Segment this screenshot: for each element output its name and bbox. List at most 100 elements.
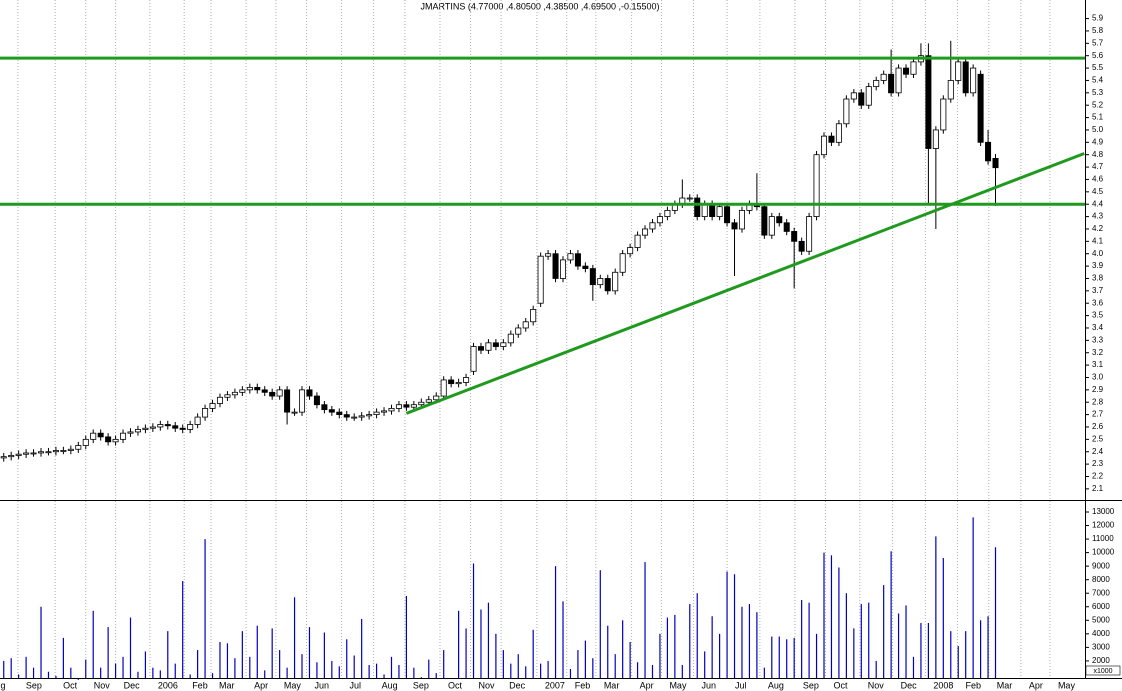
candle-body xyxy=(351,416,358,419)
candle-body xyxy=(470,346,477,372)
x-tick-label: May xyxy=(284,680,302,690)
candle-body xyxy=(306,389,313,397)
y-tick-label: 5.4 xyxy=(1092,76,1104,85)
candle-body xyxy=(537,255,544,304)
x-tick-label: Nov xyxy=(94,680,111,690)
x-tick-label: Nov xyxy=(868,680,885,690)
candle-body xyxy=(381,410,388,413)
y-tick-label: 5.0 xyxy=(1092,125,1104,134)
volume-tick-label: 7000 xyxy=(1092,588,1110,597)
candle-body xyxy=(724,206,731,224)
candle-body xyxy=(67,448,74,451)
candle-body xyxy=(120,432,127,440)
candle-body xyxy=(112,438,119,443)
x-tick-label: Jun xyxy=(702,680,717,690)
y-tick-label: 4.6 xyxy=(1092,175,1104,184)
volume-tick-label: 6000 xyxy=(1092,602,1110,611)
candle-body xyxy=(209,403,216,409)
x-tick-label: Oct xyxy=(448,680,463,690)
candle-body xyxy=(582,265,589,269)
volume-tick-label: 9000 xyxy=(1092,561,1110,570)
candle-body xyxy=(813,154,820,217)
candle-body xyxy=(850,92,857,100)
x-tick-label: Nov xyxy=(479,680,496,690)
y-tick-label: 2.9 xyxy=(1092,385,1104,394)
candle-body xyxy=(783,222,790,232)
candle-body xyxy=(269,391,276,397)
y-tick-label: 3.9 xyxy=(1092,261,1104,270)
y-tick-label: 5.9 xyxy=(1092,14,1104,23)
y-tick-label: 4.8 xyxy=(1092,150,1104,159)
volume-tick-label: 4000 xyxy=(1092,629,1110,638)
candle-body xyxy=(224,394,231,398)
x-tick-label: Sep xyxy=(26,680,42,690)
volume-tick-label: 8000 xyxy=(1092,575,1110,584)
candle-body xyxy=(686,197,693,200)
y-tick-label: 3.4 xyxy=(1092,323,1104,332)
candle-body xyxy=(776,216,783,224)
y-tick-label: 3.1 xyxy=(1092,360,1104,369)
candle-body xyxy=(888,73,895,94)
x-tick-label: Aug xyxy=(382,680,398,690)
x-tick-label: g xyxy=(1,680,6,690)
candle-body xyxy=(343,414,350,418)
candle-body xyxy=(485,342,492,351)
x-tick-label: Oct xyxy=(63,680,78,690)
candle-body xyxy=(403,404,410,408)
candle-body xyxy=(8,455,15,458)
candle-body xyxy=(985,141,992,162)
candle-body xyxy=(358,415,365,418)
candle-body xyxy=(142,427,149,430)
candle-body xyxy=(731,222,738,230)
y-tick-label: 2.7 xyxy=(1092,410,1104,419)
x-tick-label: Sep xyxy=(803,680,819,690)
candle-body xyxy=(194,416,201,425)
y-tick-label: 5.6 xyxy=(1092,51,1104,60)
x-tick-label: Aug xyxy=(768,680,784,690)
candle-body xyxy=(23,452,30,455)
y-tick-label: 2.8 xyxy=(1092,397,1104,406)
candle-body xyxy=(791,231,798,242)
unit-box xyxy=(1085,665,1121,676)
candle-body xyxy=(448,379,455,385)
candle-body xyxy=(970,67,977,94)
x-tick-label: Jul xyxy=(735,680,747,690)
candle-body xyxy=(664,209,671,217)
x-tick-label: Mar xyxy=(604,680,620,690)
candle-body xyxy=(455,382,462,385)
x-tick-label: Apr xyxy=(640,680,654,690)
x-tick-label: Apr xyxy=(254,680,268,690)
y-tick-label: 5.3 xyxy=(1092,88,1104,97)
y-tick-label: 5.5 xyxy=(1092,63,1104,72)
volume-tick-label: 11000 xyxy=(1092,534,1114,543)
candle-body xyxy=(873,80,880,88)
candle-body xyxy=(530,309,537,323)
candle-body xyxy=(940,98,947,131)
y-tick-label: 5.8 xyxy=(1092,26,1104,35)
candle-body xyxy=(149,426,156,429)
candle-body xyxy=(38,451,45,454)
y-tick-label: 4.2 xyxy=(1092,224,1104,233)
x-tick-label: Feb xyxy=(192,680,208,690)
candle-body xyxy=(82,438,89,446)
candle-body xyxy=(597,278,604,286)
candle-body xyxy=(52,450,59,453)
candle-body xyxy=(254,386,261,391)
x-tick-label: 2008 xyxy=(933,680,953,690)
candle-body xyxy=(291,411,298,414)
y-tick-label: 3.7 xyxy=(1092,286,1104,295)
volume-unit-label: x1000 xyxy=(1093,668,1112,675)
candle-body xyxy=(440,379,447,397)
x-tick-label: 2007 xyxy=(545,680,565,690)
y-tick-label: 3.5 xyxy=(1092,311,1104,320)
x-tick-label: Feb xyxy=(575,680,591,690)
candle-body xyxy=(709,203,716,217)
y-tick-label: 4.7 xyxy=(1092,162,1104,171)
y-tick-label: 2.2 xyxy=(1092,472,1104,481)
x-tick-label: May xyxy=(1058,680,1076,690)
candle-body xyxy=(127,431,134,434)
candle-body xyxy=(284,389,291,413)
candle-body xyxy=(992,158,999,169)
candle-body xyxy=(105,436,112,443)
